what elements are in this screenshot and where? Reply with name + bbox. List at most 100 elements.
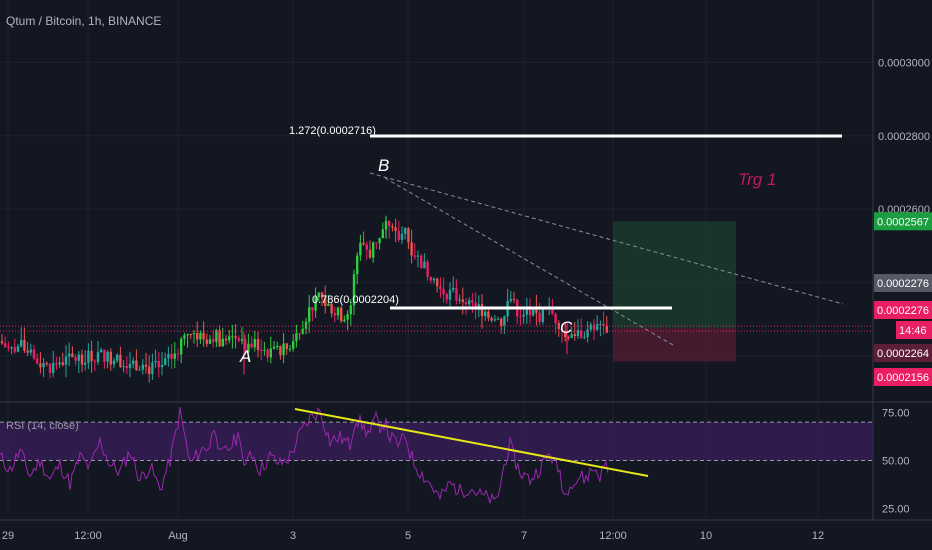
candle-body (301, 328, 304, 334)
candle-body (525, 309, 528, 315)
candle-body (573, 334, 576, 337)
point-a-label: A (239, 347, 251, 366)
price-badge (874, 368, 932, 386)
candle-body (487, 311, 490, 319)
candle-body (436, 278, 439, 287)
candle-body (349, 305, 352, 315)
time-tick: 7 (521, 530, 527, 542)
price-badge (874, 212, 932, 231)
candle-body (103, 349, 106, 362)
candle-body (109, 351, 112, 365)
target-zone (613, 221, 736, 329)
candle-body (215, 330, 218, 342)
candle-body (90, 350, 93, 362)
candle-body (154, 360, 157, 363)
candle-body (404, 228, 407, 234)
candle-body (237, 338, 240, 341)
candle-body (87, 350, 90, 363)
candle-body (423, 261, 426, 269)
candle-body (231, 336, 234, 338)
price-badge-text: 0.0002156 (877, 372, 929, 384)
candle-body (167, 353, 170, 359)
time-tick: 12 (812, 530, 824, 542)
candle-body (26, 350, 29, 353)
candle-body (183, 335, 186, 339)
candle-body (135, 360, 138, 371)
candle-body (39, 363, 42, 368)
candle-body (7, 346, 10, 348)
candle-body (522, 314, 525, 317)
price-badge (874, 274, 932, 292)
candle-body (112, 360, 116, 365)
candles (0, 215, 608, 383)
time-axis[interactable]: 29 12:00 Aug 3 5 7 12:00 10 12 (2, 530, 824, 542)
candle-body (269, 348, 272, 358)
candle-body (247, 343, 250, 353)
candle-body (106, 351, 109, 362)
rsi-band (0, 422, 873, 461)
candle-body (212, 339, 215, 342)
candle-body (362, 242, 365, 245)
candle-body (333, 313, 336, 316)
candle-body (266, 349, 269, 358)
candle-body (471, 300, 474, 303)
candle-body (426, 261, 429, 277)
candle-body (282, 343, 285, 356)
candle-body (192, 333, 196, 335)
candle-body (64, 356, 68, 365)
candle-body (295, 333, 298, 342)
rsi-trendline (294, 408, 649, 477)
candle-body (589, 324, 592, 330)
candle-body (359, 242, 362, 256)
candle-body (119, 354, 122, 368)
candle-body (170, 353, 173, 359)
candle-body (160, 364, 164, 368)
rsi-axis: 75.00 50.00 25.00 (882, 408, 910, 516)
candle-body (352, 274, 356, 306)
candle-body (122, 366, 125, 368)
candle-body (448, 289, 452, 300)
candle-body (365, 244, 368, 250)
price-tick: 0.0003000 (878, 57, 930, 69)
candle-body (199, 332, 202, 340)
candle-body (164, 358, 167, 365)
candle-body (0, 341, 4, 344)
candle-body (176, 353, 180, 355)
candle-body (580, 330, 583, 338)
candle-body (144, 364, 148, 367)
candle-body (180, 338, 183, 355)
candle-body (276, 346, 279, 348)
candle-body (221, 338, 224, 347)
candle-body (474, 302, 477, 310)
candle-body (228, 336, 231, 341)
candle-body (327, 303, 330, 306)
candle-body (458, 299, 461, 301)
candle-body (484, 311, 487, 317)
candle-body (343, 319, 346, 322)
candle-body (407, 228, 410, 243)
candle-body (4, 343, 7, 347)
candle-body (304, 321, 308, 329)
price-badge (896, 321, 932, 339)
candle-body (10, 347, 13, 349)
time-tick: 10 (700, 530, 712, 542)
candle-body (442, 289, 445, 295)
candle-body (48, 363, 52, 373)
candle-body (336, 307, 340, 316)
candle-body (570, 334, 573, 339)
candle-body (420, 255, 423, 269)
candle-body (496, 318, 500, 320)
candle-body (551, 307, 554, 315)
candle-body (535, 307, 538, 313)
rsi-line (0, 407, 609, 504)
candle-body (455, 287, 458, 301)
candle-body (400, 233, 404, 240)
time-tick: Aug (168, 530, 188, 542)
candle-body (461, 299, 464, 303)
candle-body (324, 297, 327, 306)
target-label: Trg 1 (738, 170, 776, 189)
candle-body (29, 349, 32, 353)
candle-body (52, 363, 55, 373)
